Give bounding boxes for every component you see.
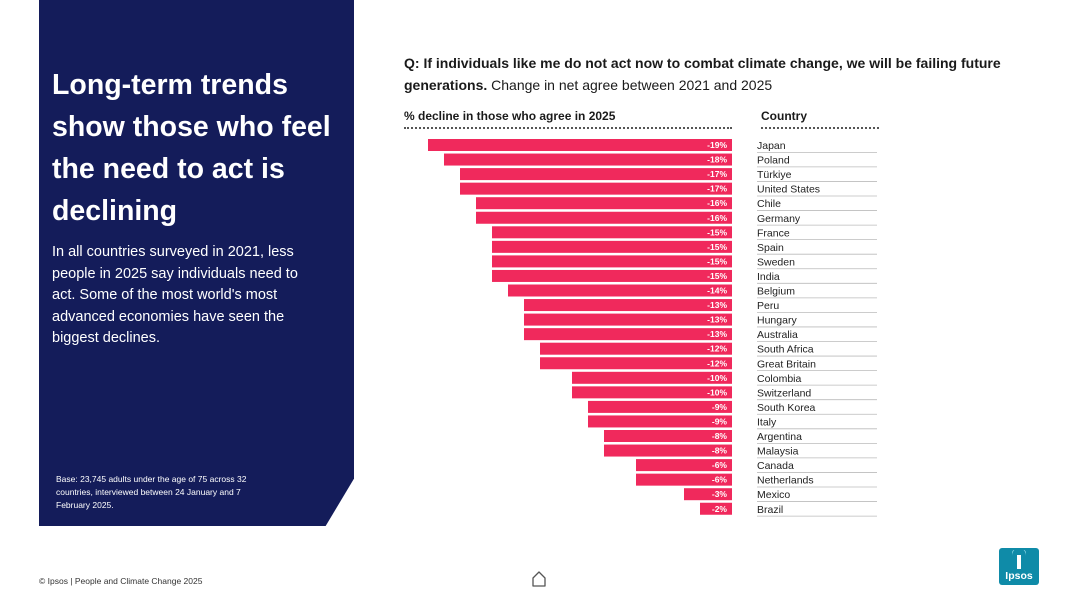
data-label: -13%: [707, 329, 727, 339]
question-bold: Q: If individuals like me do not act now…: [404, 55, 1001, 93]
bar-south-africa: [540, 342, 732, 355]
bar-france: [492, 226, 732, 239]
data-label: -18%: [707, 155, 727, 165]
logo-mark: [1012, 550, 1026, 569]
country-label: Peru: [757, 300, 779, 312]
bar-netherlands: [636, 473, 732, 486]
bar-australia: [524, 328, 732, 341]
country-label: South Africa: [757, 344, 814, 356]
data-label: -3%: [712, 489, 728, 499]
country-label: Netherlands: [757, 475, 814, 487]
data-label: -10%: [707, 373, 727, 383]
data-label: -13%: [707, 300, 727, 310]
bar-germany: [476, 211, 732, 224]
country-label: Germany: [757, 213, 801, 225]
data-label: -17%: [707, 184, 727, 194]
country-column-header: Country: [761, 109, 879, 129]
country-label: Italy: [757, 416, 777, 428]
bar-belgium: [508, 284, 732, 297]
country-label: Türkiye: [757, 169, 792, 181]
data-label: -9%: [712, 416, 728, 426]
bar-japan: [428, 139, 732, 151]
bar-spain: [492, 240, 732, 253]
data-label: -15%: [707, 227, 727, 237]
data-label: -15%: [707, 242, 727, 252]
country-label: Switzerland: [757, 387, 811, 399]
country-label: India: [757, 271, 780, 283]
home-icon[interactable]: [531, 570, 547, 588]
data-label: -12%: [707, 344, 727, 354]
country-label: Argentina: [757, 431, 802, 443]
data-label: -13%: [707, 315, 727, 325]
bar-argentina: [604, 430, 732, 442]
bar-poland: [444, 153, 732, 166]
country-label: Hungary: [757, 315, 797, 327]
ipsos-logo: Ipsos: [999, 548, 1039, 585]
country-label: Australia: [757, 329, 798, 341]
data-label: -17%: [707, 169, 727, 179]
data-label: -6%: [712, 475, 728, 485]
intro-text: In all countries surveyed in 2021, less …: [52, 244, 298, 346]
chart-question: Q: If individuals like me do not act now…: [404, 52, 1004, 96]
country-label: Mexico: [757, 489, 790, 501]
bar-italy: [588, 415, 732, 428]
left-panel: Long-term trends show those who feel the…: [39, 0, 354, 526]
bar-south-korea: [588, 400, 732, 413]
bar-united-states: [460, 182, 732, 195]
bar-switzerland: [572, 386, 732, 399]
bar-brazil: [700, 502, 732, 515]
country-label: Sweden: [757, 256, 795, 268]
data-label: -16%: [707, 198, 727, 208]
country-label: Belgium: [757, 286, 795, 298]
bar-canada: [636, 459, 732, 472]
country-label: Brazil: [757, 504, 783, 516]
logo-text: Ipsos: [1005, 570, 1033, 582]
bar-t-rkiye: [460, 168, 732, 181]
data-label: -15%: [707, 271, 727, 281]
bar-malaysia: [604, 444, 732, 457]
country-label: Chile: [757, 198, 781, 210]
bar-great-britain: [540, 357, 732, 370]
data-label: -19%: [707, 140, 727, 150]
country-label: Poland: [757, 155, 790, 167]
country-label: United States: [757, 184, 820, 196]
data-label: -16%: [707, 213, 727, 223]
data-label: -8%: [712, 431, 728, 441]
data-label: -9%: [712, 402, 728, 412]
footer-copyright: © Ipsos | People and Climate Change 2025: [39, 576, 203, 586]
country-label: Canada: [757, 460, 794, 472]
data-label: -12%: [707, 358, 727, 368]
chart-axis-header: % decline in those who agree in 2025: [404, 109, 732, 129]
data-label: -15%: [707, 256, 727, 266]
page-title: Long-term trends show those who feel the…: [52, 69, 331, 227]
country-label: Spain: [757, 242, 784, 254]
bar-sweden: [492, 255, 732, 268]
country-label: Malaysia: [757, 446, 799, 458]
country-label: Colombia: [757, 373, 802, 385]
bar-mexico: [684, 488, 732, 501]
data-label: -8%: [712, 446, 728, 456]
data-label: -14%: [707, 286, 727, 296]
data-label: -10%: [707, 387, 727, 397]
data-label: -6%: [712, 460, 728, 470]
base-note: Base: 23,745 adults under the age of 75 …: [56, 474, 247, 510]
bar-colombia: [572, 371, 732, 384]
country-label: France: [757, 227, 790, 239]
bar-hungary: [524, 313, 732, 326]
bar-chile: [476, 197, 732, 210]
country-label: South Korea: [757, 402, 816, 414]
bar-peru: [524, 299, 732, 312]
bar-india: [492, 269, 732, 282]
country-label: Great Britain: [757, 358, 816, 370]
data-label: -2%: [712, 504, 728, 514]
country-label: Japan: [757, 140, 786, 152]
question-normal: Change in net agree between 2021 and 202…: [491, 77, 773, 93]
